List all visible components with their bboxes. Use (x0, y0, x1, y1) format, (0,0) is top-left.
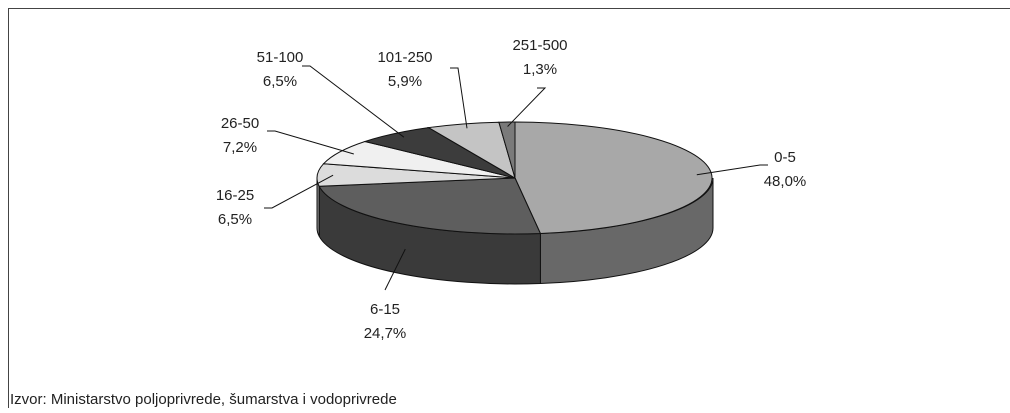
value-label: 1,3% (523, 61, 557, 78)
leader-line (267, 131, 354, 154)
value-label: 24,7% (364, 325, 407, 342)
category-label: 26-50 (221, 115, 259, 132)
category-label: 0-5 (774, 149, 796, 166)
leader-line (450, 68, 467, 128)
category-label: 6-15 (370, 301, 400, 318)
category-label: 51-100 (257, 49, 304, 66)
category-label: 101-250 (377, 49, 432, 66)
source: Izvor: Ministarstvo poljoprivrede, šumar… (10, 391, 397, 408)
category-label: 16-25 (216, 187, 254, 204)
value-label: 6,5% (218, 211, 252, 228)
value-label: 7,2% (223, 139, 257, 156)
leader-line (508, 88, 545, 127)
value-label: 5,9% (388, 73, 422, 90)
value-label: 6,5% (263, 73, 297, 90)
value-label: 48,0% (764, 173, 807, 190)
category-label: 251-500 (512, 37, 567, 54)
